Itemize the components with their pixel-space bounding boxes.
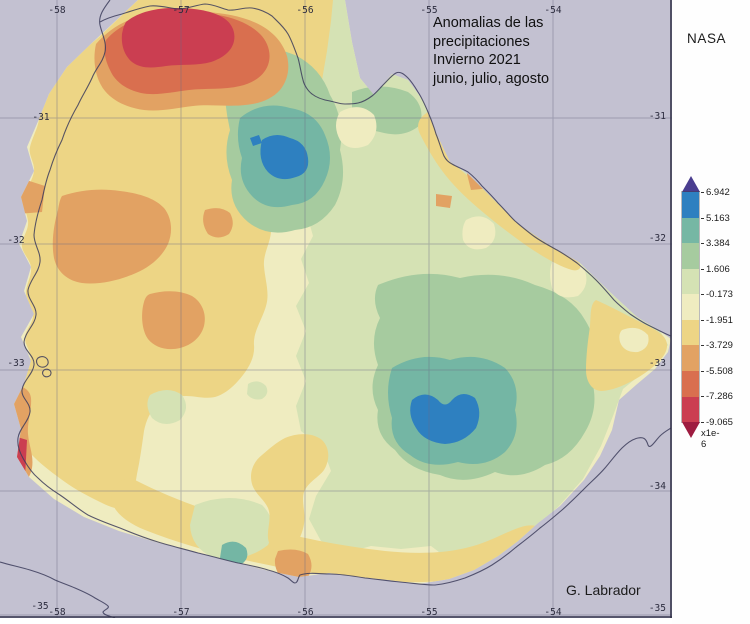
country-borders [0,0,672,618]
contour-cream-pocket [336,107,377,149]
colorbar-segment [682,192,699,218]
contour-blue-north-dot [250,135,262,146]
colorbar-tick-value: 6.942 [706,186,730,198]
tick-mark [701,344,704,346]
author-credit: G. Labrador [566,582,641,598]
contour-gold-central-cross [251,434,329,553]
lat-label-right: -31 [649,111,666,122]
precipitation-anomaly-map: -58 -57 -56 -55 -54 -58 -57 -56 -55 -54 … [0,0,672,618]
tick-mark [701,421,704,423]
colorbar-tick: 3.384 [701,237,730,249]
map-title-line: precipitaciones [433,33,530,50]
lon-label-top: -55 [420,5,437,16]
colorbar-tick: -5.508 [701,365,733,377]
colorbar-segment [682,217,699,244]
colorbar-over-arrow [681,176,700,192]
tick-mark [701,319,704,321]
lat-label-left: -35 [31,601,48,612]
lon-label-top: -56 [296,5,313,16]
contour-cream-pocket [462,216,496,250]
contour-gold-coast [111,478,544,583]
lat-label-left: -33 [7,358,24,369]
lat-label-right: -32 [649,233,666,244]
colorbar-segment [682,268,699,295]
colorbar-tick-value: 1.606 [706,263,730,275]
colorbar-segment [682,319,699,346]
lat-label-right: -33 [649,358,666,369]
colorbar-units-note: x1e-6 [701,428,720,450]
border-argentine-coast [0,561,116,618]
colorbar-tick-value: -3.729 [706,339,733,351]
tick-mark [701,268,704,270]
river-island [36,356,49,368]
tick-mark [701,370,704,372]
lat-label-left: -32 [7,235,24,246]
contour-crimson-nw-core [121,8,235,68]
colorbar-under-arrow [681,422,700,438]
lon-label-bottom: -58 [48,607,65,618]
colorbar-segment [682,370,699,397]
map-frame [0,0,672,618]
contour-palegreen-spot [147,390,187,425]
colorbar-segment [682,396,699,423]
tick-mark [701,242,704,244]
lon-label-top: -58 [48,5,65,16]
lon-label-bottom: -56 [296,607,313,618]
colorbar-tick: 6.942 [701,186,730,198]
colorbar-tick: 1.606 [701,263,730,275]
lon-label-bottom: -54 [544,607,561,618]
lat-label-right: -35 [649,603,666,614]
lat-label-left: -31 [32,112,49,123]
map-area: -58 -57 -56 -55 -54 -58 -57 -56 -55 -54 … [0,0,672,618]
lat-label-right: -34 [649,481,666,492]
map-title-line: Anomalias de las [433,15,544,31]
tick-mark [701,217,704,219]
colorbar-tick: -7.286 [701,390,733,402]
colorbar-tick-value: 3.384 [706,237,730,249]
tick-mark [701,395,704,397]
axis-labels: -58 -57 -56 -55 -54 -58 -57 -56 -55 -54 … [7,5,666,618]
contour-orange-west-2 [203,208,233,238]
map-title-line: junio, julio, agosto [433,70,550,87]
lon-label-top: -54 [544,5,561,16]
colorbar-tick: 5.163 [701,212,730,224]
tick-mark [701,293,704,295]
contour-orange-west-3 [142,291,205,350]
colorbar-tick: -1.951 [701,314,733,326]
tick-mark [701,191,704,193]
colorbar-tick-value: -7.286 [706,390,733,402]
contour-orange-west-1 [52,189,172,284]
colorbar-tick-value: -9.065 [706,416,733,428]
river-island [41,368,52,378]
graticule [0,0,672,618]
colorbar-tick: -9.065 [701,416,733,428]
colorbar-segment [682,243,699,269]
colorbar-tick-value: -1.951 [706,314,733,326]
colorbar-segments [681,191,700,423]
map-title-line: Invierno 2021 [433,52,521,68]
agency-label: NASA [687,31,727,46]
colorbar-tick: -0.173 [701,288,733,300]
contour-blue-east-core [410,393,480,444]
lon-label-bottom: -55 [420,607,437,618]
contour-blue-north-core [260,134,309,180]
lon-label-top: -57 [172,5,189,16]
lon-label-bottom: -57 [172,607,189,618]
border-west-south [17,0,672,586]
contour-palegreen-spot [247,381,268,400]
contour-palegreen-south [190,498,273,560]
colorbar-segment [682,345,699,371]
contour-orange-ne-spot [436,194,452,208]
border-north-brazil [99,3,672,337]
colorbar-segment [682,294,699,320]
colorbar-tick-value: -0.173 [706,288,733,300]
map-title: Anomalias de las precipitaciones Inviern… [433,14,583,88]
colorbar-tick-value: 5.163 [706,212,730,224]
colorbar-tick-value: -5.508 [706,365,733,377]
colorbar-tick: -3.729 [701,339,733,351]
contour-cream-pocket [619,327,649,353]
